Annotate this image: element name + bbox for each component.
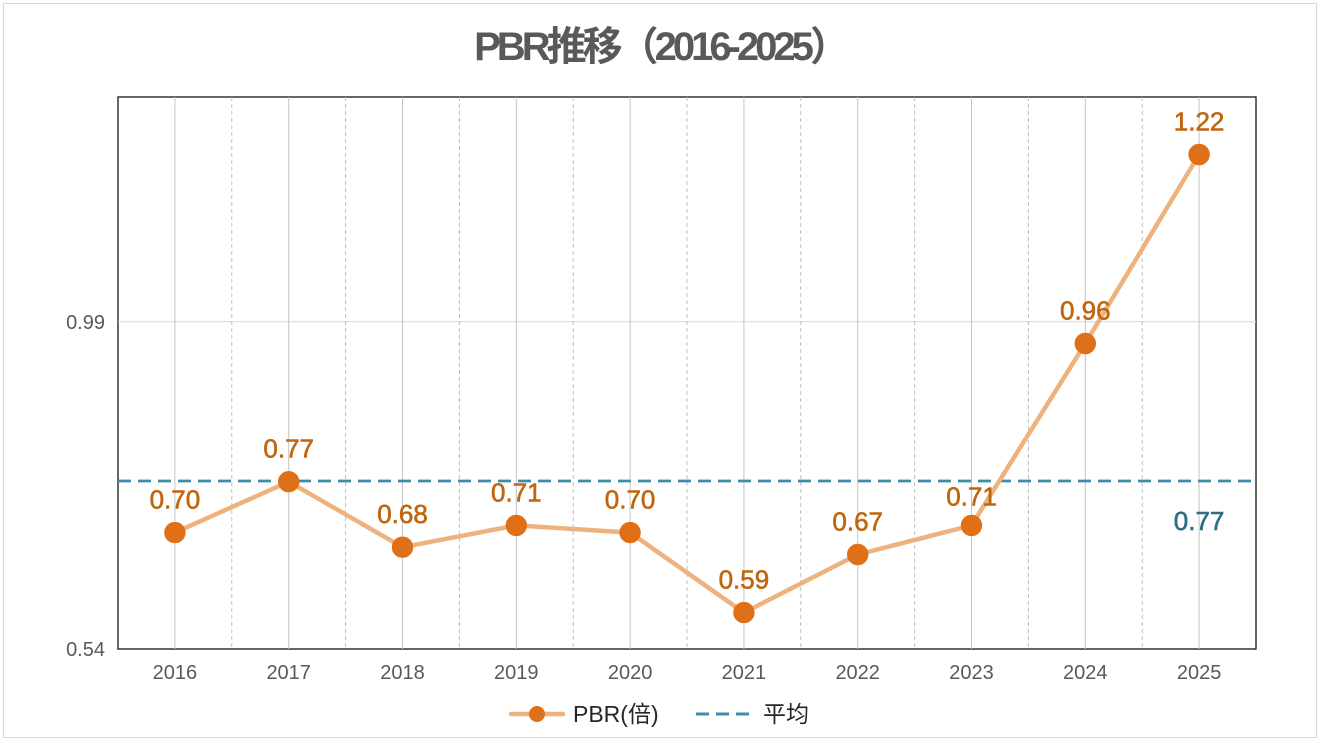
svg-text:0.59: 0.59 bbox=[719, 565, 770, 595]
svg-text:2022: 2022 bbox=[835, 662, 880, 684]
svg-text:2019: 2019 bbox=[494, 662, 539, 684]
svg-text:0.67: 0.67 bbox=[832, 507, 883, 537]
svg-text:2021: 2021 bbox=[722, 662, 767, 684]
svg-text:0.77: 0.77 bbox=[263, 434, 314, 464]
svg-text:0.68: 0.68 bbox=[377, 499, 428, 529]
svg-text:2020: 2020 bbox=[608, 662, 653, 684]
svg-text:0.71: 0.71 bbox=[491, 477, 542, 507]
svg-text:2017: 2017 bbox=[266, 662, 311, 684]
svg-text:PBR(倍): PBR(倍) bbox=[573, 701, 659, 727]
svg-text:2023: 2023 bbox=[949, 662, 994, 684]
svg-text:2024: 2024 bbox=[1063, 662, 1108, 684]
svg-text:0.99: 0.99 bbox=[66, 312, 105, 334]
svg-text:0.70: 0.70 bbox=[605, 485, 656, 515]
svg-text:0.77: 0.77 bbox=[1174, 506, 1225, 536]
svg-text:2016: 2016 bbox=[153, 662, 198, 684]
svg-text:0.54: 0.54 bbox=[66, 639, 105, 661]
svg-text:2018: 2018 bbox=[380, 662, 425, 684]
svg-text:平均: 平均 bbox=[763, 701, 809, 727]
svg-text:0.71: 0.71 bbox=[946, 482, 997, 512]
svg-text:0.70: 0.70 bbox=[150, 485, 201, 515]
svg-text:1.22: 1.22 bbox=[1174, 107, 1225, 137]
svg-text:2025: 2025 bbox=[1177, 662, 1222, 684]
svg-text:0.96: 0.96 bbox=[1060, 296, 1111, 326]
